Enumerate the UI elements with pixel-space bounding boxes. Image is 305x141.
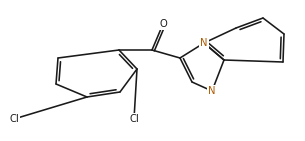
Text: Cl: Cl bbox=[129, 114, 139, 124]
Text: N: N bbox=[208, 86, 216, 96]
Text: Cl: Cl bbox=[9, 114, 19, 124]
Text: N: N bbox=[200, 38, 208, 48]
Text: O: O bbox=[159, 19, 167, 29]
